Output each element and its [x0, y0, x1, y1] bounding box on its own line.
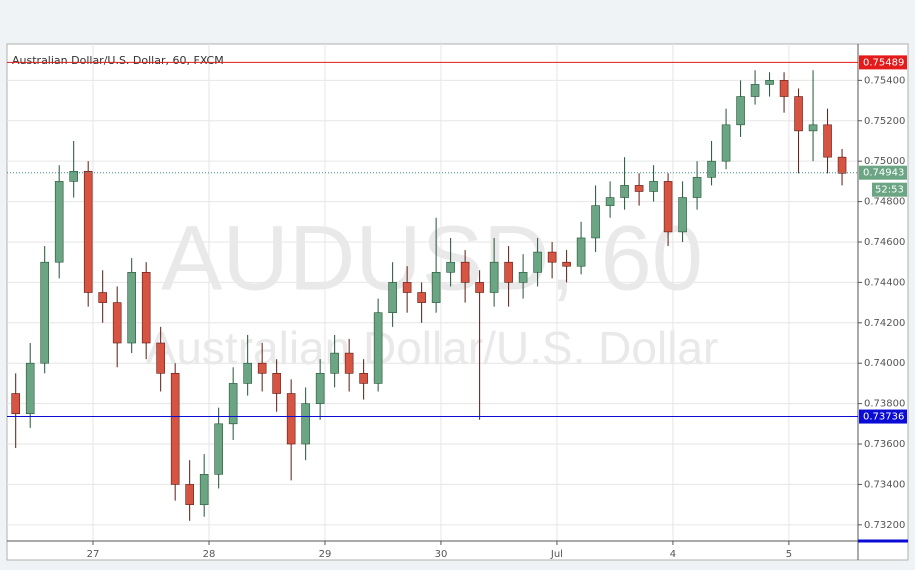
candle-body [736, 96, 745, 126]
candle-body [272, 373, 281, 394]
level-label: 0.73736 [863, 412, 904, 423]
watermark: Australian Dollar/U.S. Dollar [146, 322, 719, 374]
candle-body [576, 237, 586, 267]
candle-body [83, 170, 93, 293]
candle-body [141, 271, 151, 344]
candle-body [533, 251, 542, 273]
candle-body [98, 292, 107, 303]
candle-body [446, 261, 455, 273]
grid [7, 44, 858, 541]
candle-body [112, 302, 122, 344]
candle-body [69, 170, 78, 182]
candle-body [359, 373, 368, 384]
candle-body [243, 362, 252, 384]
candles [11, 70, 847, 521]
y-tick-label: 0.74000 [864, 358, 905, 369]
candle-body [721, 124, 731, 162]
candle-body [779, 80, 789, 97]
candle-body [199, 474, 209, 505]
candle-body [388, 282, 397, 314]
countdown-box [872, 182, 907, 197]
candle-body [547, 251, 557, 263]
last-price-box [859, 165, 907, 180]
x-tick-label: Jul [550, 549, 563, 560]
y-tick-label: 0.74800 [864, 197, 905, 208]
candle-body [156, 342, 165, 374]
candle-body [605, 197, 615, 206]
candle-body [214, 423, 223, 475]
candle-body [649, 181, 658, 192]
y-tick-label: 0.73600 [864, 439, 905, 450]
x-tick-label: 27 [87, 549, 100, 560]
candle-body [678, 197, 687, 233]
y-tick-label: 0.75000 [864, 156, 905, 167]
y-tick-label: 0.74600 [864, 237, 905, 248]
candle-body [54, 181, 64, 263]
candle-body [489, 261, 499, 293]
candle-body [286, 393, 296, 445]
candle-body [170, 373, 180, 485]
countdown: 52:53 [875, 185, 904, 196]
chart-frame [6, 43, 909, 561]
candle-body [25, 362, 35, 415]
level-box [859, 55, 907, 70]
candle-body [794, 96, 803, 132]
x-tick-label: 30 [435, 549, 448, 560]
candle-body [315, 373, 325, 404]
candle-body [228, 383, 238, 425]
last-price-label: 0.74943 [863, 168, 904, 179]
candle-body [11, 393, 20, 415]
candle-body [765, 80, 774, 85]
candle-body [692, 177, 702, 198]
level-label: 0.75489 [863, 57, 904, 68]
x-tick-label: 28 [203, 549, 216, 560]
x-tick-label: 5 [786, 549, 792, 560]
candle-body [40, 261, 49, 364]
candle-body [417, 292, 426, 303]
candle-body [591, 205, 600, 239]
candle-body [185, 484, 194, 505]
candle-body [837, 156, 847, 174]
candle-body [330, 352, 339, 374]
level-box [859, 409, 907, 424]
chart-title: Australian Dollar/U.S. Dollar, 60, FXCM [12, 54, 224, 67]
y-tick-label: 0.73800 [864, 399, 905, 410]
candle-body [707, 160, 716, 178]
candle-body [823, 124, 832, 158]
candle-body [301, 403, 310, 445]
y-tick-label: 0.75400 [864, 75, 905, 86]
candle-body [344, 352, 354, 374]
candle-body [620, 185, 629, 198]
candle-body [373, 312, 383, 384]
candle-body [127, 271, 136, 344]
candle-body [257, 362, 267, 374]
candle-body [808, 124, 818, 132]
candle-body [460, 261, 470, 283]
y-tick-label: 0.74400 [864, 277, 905, 288]
candle-body [504, 261, 513, 283]
candle-body [518, 271, 528, 283]
candle-body [402, 282, 412, 293]
candle-body [750, 84, 760, 97]
y-tick-label: 0.75200 [864, 116, 905, 127]
candle-body [431, 271, 441, 303]
candle-body [475, 282, 484, 293]
x-tick-label: 4 [670, 549, 676, 560]
y-tick-label: 0.73200 [864, 520, 905, 531]
candle-body [663, 181, 673, 233]
candle-body [634, 185, 644, 192]
y-tick-label: 0.73400 [864, 479, 905, 490]
y-tick-label: 0.74200 [864, 318, 905, 329]
candle-body [562, 261, 571, 267]
x-tick-label: 29 [319, 549, 332, 560]
